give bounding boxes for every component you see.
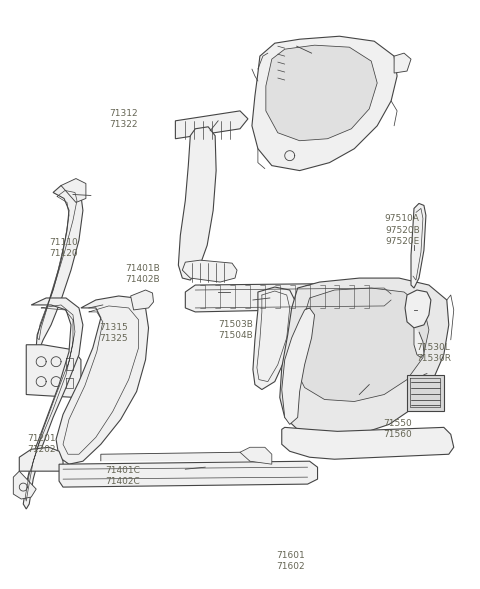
Polygon shape xyxy=(282,308,314,425)
Polygon shape xyxy=(185,283,391,312)
Polygon shape xyxy=(253,287,295,389)
Text: 71550
71560: 71550 71560 xyxy=(383,419,412,439)
Polygon shape xyxy=(26,345,81,398)
Polygon shape xyxy=(414,328,424,358)
Polygon shape xyxy=(56,296,148,464)
Polygon shape xyxy=(179,127,216,280)
Polygon shape xyxy=(59,461,318,487)
Polygon shape xyxy=(175,111,248,139)
Polygon shape xyxy=(19,447,63,471)
Polygon shape xyxy=(282,428,454,459)
Polygon shape xyxy=(13,471,36,499)
Text: 71530L
71530R: 71530L 71530R xyxy=(417,343,452,363)
Polygon shape xyxy=(131,290,154,310)
Polygon shape xyxy=(252,37,397,171)
Text: 71312
71322: 71312 71322 xyxy=(109,108,137,128)
Text: 71601
71602: 71601 71602 xyxy=(276,551,304,571)
Polygon shape xyxy=(405,290,431,328)
Polygon shape xyxy=(295,288,429,402)
Polygon shape xyxy=(23,298,83,509)
Text: 71315
71325: 71315 71325 xyxy=(99,323,128,343)
Polygon shape xyxy=(266,45,377,141)
Text: 71401C
71402C: 71401C 71402C xyxy=(106,466,141,487)
Text: 71201
71202: 71201 71202 xyxy=(28,434,56,454)
Polygon shape xyxy=(394,53,411,73)
Polygon shape xyxy=(407,375,444,412)
Text: 71401B
71402B: 71401B 71402B xyxy=(125,264,159,284)
Text: 71110
71120: 71110 71120 xyxy=(49,237,78,257)
Polygon shape xyxy=(36,186,83,350)
Polygon shape xyxy=(280,278,449,437)
Polygon shape xyxy=(240,447,272,464)
Polygon shape xyxy=(61,178,86,203)
Polygon shape xyxy=(411,203,426,288)
Polygon shape xyxy=(182,260,237,282)
Polygon shape xyxy=(101,452,250,461)
Text: 71503B
71504B: 71503B 71504B xyxy=(218,320,252,340)
Text: 97510A
97520B
97520E: 97510A 97520B 97520E xyxy=(385,214,420,246)
